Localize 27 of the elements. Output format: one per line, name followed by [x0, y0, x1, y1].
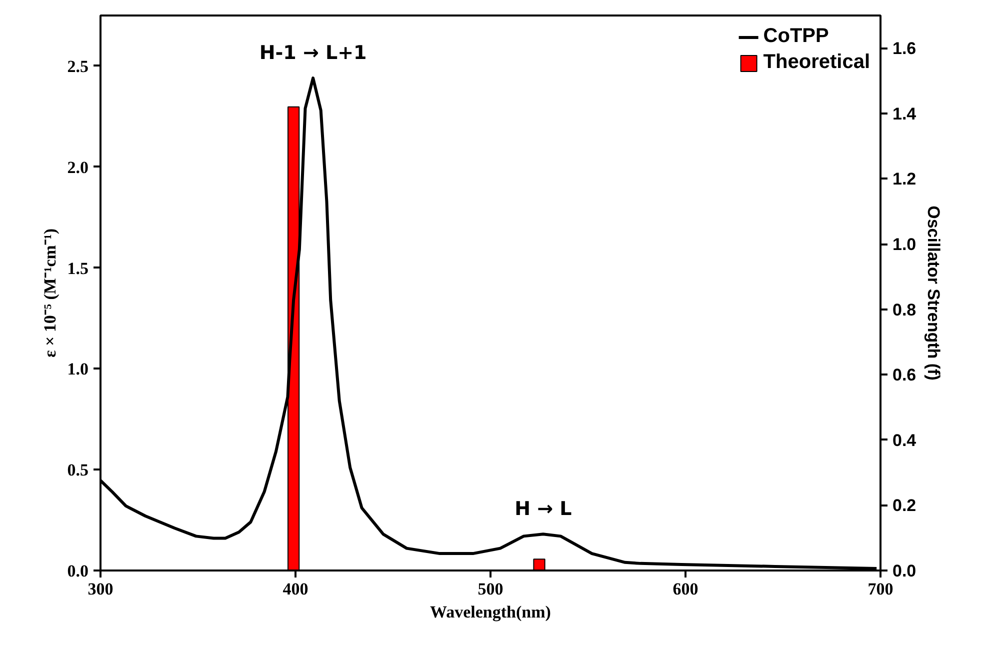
y2-tick-label: 0.6 — [892, 366, 916, 385]
y-tick-label: 2.0 — [67, 158, 88, 177]
legend-label: Theoretical — [763, 51, 870, 74]
legend-label: CoTPP — [763, 25, 829, 48]
y2-tick-label: 0.4 — [892, 430, 917, 450]
x-tick-label: 500 — [478, 580, 504, 598]
y2-tick-label: 1.0 — [892, 235, 916, 254]
y2-tick-label: 1.4 — [892, 104, 917, 124]
x-tick-label: 700 — [868, 580, 894, 598]
x-tick-label: 400 — [282, 580, 308, 598]
y-tick-label: 1.5 — [67, 258, 88, 278]
x-axis-title: Wavelength(nm) — [430, 602, 551, 622]
annotation: H-1 → L+1 — [259, 42, 367, 64]
annotation: H → L — [514, 498, 572, 520]
y-tick-label: 0.0 — [67, 562, 88, 580]
y2-tick-label: 0.8 — [892, 300, 916, 320]
x-tick-label: 300 — [88, 580, 114, 598]
x-tick-label: 600 — [672, 580, 698, 598]
y-tick-label: 2.5 — [67, 56, 88, 76]
y-tick-label: 0.5 — [67, 460, 88, 480]
y-axis-title: ε × 10⁻⁵ (M⁻¹cm⁻¹) — [40, 228, 60, 358]
y2-axis-title: Oscillator Strength (f) — [924, 206, 944, 380]
y2-tick-label: 1.6 — [892, 39, 916, 58]
y2-tick-label: 0.2 — [892, 496, 916, 516]
y-tick-label: 1.0 — [67, 360, 88, 379]
y2-tick-label: 0.0 — [892, 562, 916, 580]
y2-tick-label: 1.2 — [892, 170, 916, 189]
